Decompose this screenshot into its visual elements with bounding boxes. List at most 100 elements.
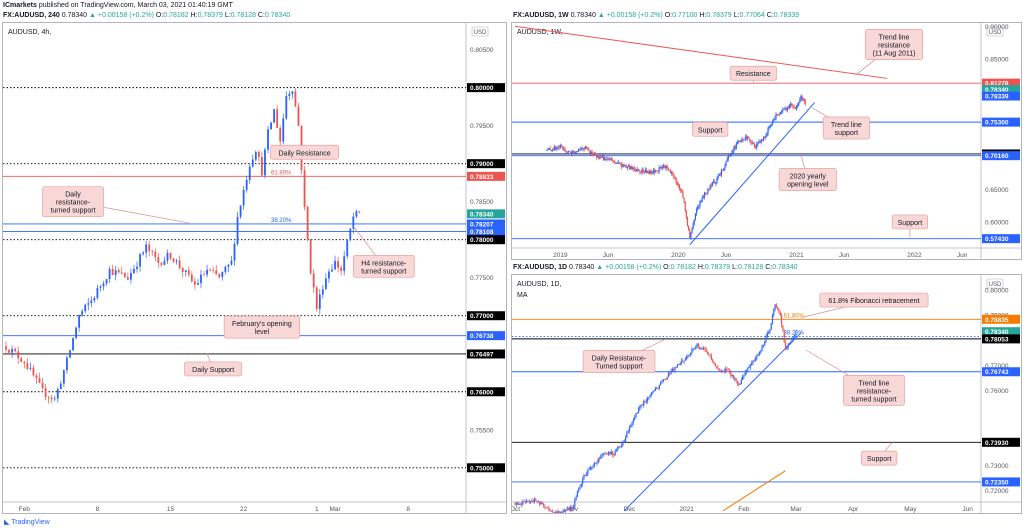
candle-body: [218, 274, 221, 278]
candle-body: [154, 251, 157, 258]
candle-body: [692, 223, 694, 230]
candle-body: [577, 149, 580, 152]
close-value: 0.78339: [773, 12, 800, 19]
callout-text: Daily: [65, 192, 81, 199]
chart-panel-4h[interactable]: AUDUSD, 4h, USD 0.80500 0.79500 0.78500 0.775…: [2, 22, 507, 514]
candle-body: [705, 192, 707, 194]
candle-body: [652, 170, 655, 173]
candle-body: [532, 500, 534, 503]
candle-body: [643, 400, 645, 406]
candle-body: [796, 105, 799, 107]
trend-line: [514, 25, 888, 79]
candle-body: [725, 368, 727, 372]
candle-body: [568, 151, 571, 152]
last-price: 0.78340: [569, 264, 595, 271]
chart-panel-1w[interactable]: AUDUSD, 1W,USD0.900000.850000.800000.750…: [511, 22, 1022, 260]
candle-body: [75, 327, 77, 339]
candle-body: [672, 172, 674, 175]
candle-body: [528, 500, 530, 502]
callout-box: [223, 315, 301, 339]
candle-body: [294, 91, 297, 107]
candle-body: [742, 139, 744, 141]
callout-text: support: [835, 130, 858, 137]
candle-body: [622, 164, 624, 167]
candle-body: [608, 159, 610, 161]
candle-body: [616, 163, 618, 164]
candle-body: [752, 360, 754, 363]
y-tick-label: 0.90000: [985, 24, 1009, 31]
candle-body: [779, 112, 782, 115]
chart-panel-1d[interactable]: AUDUSD, 1D,MAUSD0.800000.790000.770000.7…: [511, 274, 1022, 514]
candle-body: [755, 358, 757, 362]
candle-body: [662, 379, 664, 382]
candle-body: [282, 118, 285, 142]
candle-body: [66, 357, 68, 371]
candle-body: [687, 355, 689, 357]
candle-body: [531, 500, 533, 502]
candle-body: [683, 360, 685, 362]
candle-body: [309, 238, 312, 274]
candle-body: [321, 289, 324, 295]
candle-body: [631, 166, 633, 169]
candle-body: [688, 226, 690, 230]
callout-text: Support: [867, 456, 892, 463]
callout-box: [861, 450, 898, 466]
price-label-bg: [982, 367, 1020, 377]
candle-body: [187, 270, 190, 275]
candle-body: [611, 451, 614, 455]
callout-box: [270, 144, 340, 160]
candle-body: [142, 252, 145, 255]
candle-body: [267, 129, 269, 150]
candle-body: [745, 136, 748, 139]
candle-body: [562, 509, 564, 513]
candle-body: [761, 345, 763, 351]
close-value: 0.78340: [772, 264, 798, 271]
tradingview-brand[interactable]: ◣ TradingView: [4, 516, 50, 530]
candle-body: [72, 338, 74, 351]
candle-body: [324, 278, 327, 290]
candle-body: [795, 331, 797, 335]
candle-body: [781, 111, 783, 113]
price-label-bg: [467, 219, 505, 229]
candle-body: [675, 177, 677, 183]
candle-body: [761, 139, 763, 141]
candle-body: [787, 107, 790, 109]
candle-body: [331, 269, 333, 272]
y-tick-label: 0.76000: [985, 388, 1009, 395]
candle-body: [130, 273, 132, 280]
callout-box: [778, 168, 837, 191]
callout-text: 61.8% Fibonacci retracement: [828, 298, 919, 305]
x-tick-label: Dec: [624, 506, 636, 513]
candle-body: [717, 175, 719, 178]
x-tick-label: 2021: [679, 506, 694, 513]
x-tick-label: Jun: [721, 252, 732, 259]
candle-body: [759, 141, 761, 143]
y-tick-label: 0.80000: [985, 288, 1009, 295]
candle-body: [526, 500, 528, 503]
candle-body: [221, 271, 224, 278]
candle-body: [640, 172, 642, 173]
candle-body: [632, 419, 634, 423]
currency-badge: [986, 26, 1004, 37]
candle-body: [641, 404, 644, 406]
candle-body: [591, 151, 593, 155]
candle-body: [740, 140, 742, 142]
candle-body: [781, 315, 783, 326]
callout-box: [819, 292, 929, 308]
open-value: 0.77100: [672, 12, 698, 19]
price-label: 0.78000: [470, 237, 494, 244]
candle-body: [644, 169, 647, 173]
candle-body: [611, 159, 614, 162]
candle-body: [541, 502, 543, 504]
candle-body: [751, 142, 753, 144]
candle-body: [261, 156, 263, 176]
candle-body: [619, 163, 622, 165]
x-tick-label: Mar: [790, 506, 802, 513]
candle-body: [767, 128, 769, 134]
candle-body: [663, 379, 666, 380]
candle-body: [576, 491, 579, 498]
candle-body: [753, 143, 756, 147]
candle-body: [540, 502, 542, 505]
callout-text: resistance-: [857, 388, 892, 395]
candle-body: [633, 167, 635, 170]
